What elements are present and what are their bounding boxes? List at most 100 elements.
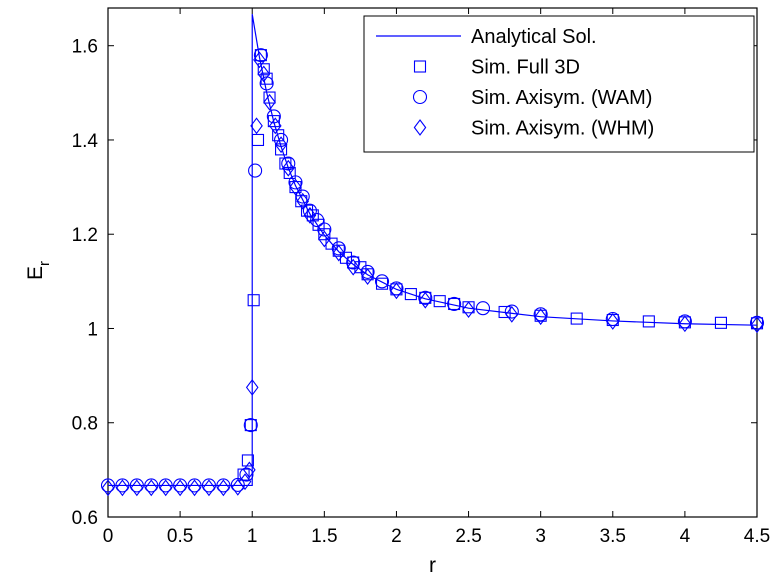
data-point	[346, 255, 361, 270]
data-point	[253, 51, 266, 69]
data-point	[678, 315, 692, 333]
data-point	[504, 304, 519, 319]
data-point	[159, 479, 173, 497]
data-point	[101, 479, 115, 497]
data-point	[317, 222, 332, 237]
data-point	[347, 256, 360, 269]
legend-entry: Sim. Full 3D	[413, 57, 580, 79]
legend-entry: Sim. Axisym. (WHM)	[413, 118, 654, 140]
data-point	[100, 478, 116, 493]
data-point	[606, 312, 620, 330]
data-point	[266, 109, 281, 124]
data-point	[498, 305, 511, 319]
series-2	[100, 48, 765, 493]
data-point	[302, 203, 317, 218]
x-tick-label: 0.5	[167, 526, 193, 547]
data-point	[257, 63, 270, 76]
data-point	[296, 192, 310, 210]
data-point	[404, 288, 417, 301]
data-point	[750, 316, 764, 334]
legend-label: Analytical Sol.	[471, 26, 597, 48]
data-point	[263, 91, 276, 104]
x-tick-label: 2	[391, 526, 402, 547]
data-point	[354, 261, 367, 274]
data-point	[144, 479, 158, 497]
data-point	[361, 268, 374, 286]
data-point	[202, 479, 216, 497]
legend-label: Sim. Full 3D	[471, 57, 580, 79]
data-point	[268, 117, 282, 135]
legend-entry: Sim. Axisym. (WAM)	[412, 87, 652, 109]
x-tick-label: 1	[247, 526, 258, 547]
x-tick-label: 4.5	[744, 526, 770, 547]
data-point	[245, 378, 259, 396]
data-point	[274, 132, 289, 148]
x-axis-label: r	[429, 554, 436, 577]
x-tick-label: 3	[535, 526, 546, 547]
data-point	[281, 156, 296, 171]
data-point	[418, 290, 433, 305]
data-point	[173, 479, 187, 497]
legend-marker	[412, 89, 428, 105]
data-point	[346, 258, 360, 276]
x-tick-label: 1.5	[311, 526, 337, 547]
legend-label: Sim. Axisym. (WHM)	[471, 118, 654, 140]
data-point	[130, 479, 144, 497]
y-axis-label: Er	[24, 261, 53, 280]
data-point	[534, 308, 547, 326]
data-point	[216, 478, 231, 493]
data-point	[173, 478, 188, 493]
data-point	[390, 282, 403, 300]
data-point	[462, 301, 475, 319]
legend-marker	[413, 60, 427, 73]
data-point	[433, 295, 446, 308]
data-point	[243, 418, 258, 433]
y-tick-label: 1	[87, 319, 98, 340]
data-point	[418, 291, 432, 309]
y-tick-label: 1.2	[72, 225, 98, 246]
data-point	[570, 312, 583, 325]
legend-label: Sim. Axisym. (WAM)	[471, 87, 652, 109]
data-point	[201, 478, 217, 493]
data-point	[254, 49, 267, 62]
data-point	[295, 189, 310, 204]
data-point	[158, 478, 173, 493]
data-point	[239, 467, 254, 482]
data-point	[289, 178, 302, 196]
data-point	[505, 305, 519, 323]
data-point	[251, 133, 265, 147]
y-axis-label-main: E	[24, 266, 47, 280]
data-point	[238, 473, 252, 491]
data-point	[448, 297, 461, 311]
y-tick-label: 0.6	[72, 508, 98, 529]
data-point	[475, 301, 491, 316]
x-tick-label: 4	[680, 526, 691, 547]
data-point	[250, 117, 263, 135]
svg-text:Er: Er	[24, 261, 53, 280]
data-point	[267, 115, 280, 128]
data-point	[318, 228, 331, 241]
data-point	[374, 274, 390, 289]
legend: Analytical Sol. Sim. Full 3D Sim. Axisym. …	[363, 15, 755, 153]
legend-marker	[413, 119, 427, 136]
data-point	[389, 281, 404, 296]
data-point	[217, 479, 230, 497]
data-point	[331, 241, 346, 256]
series-3	[101, 51, 764, 497]
data-point	[247, 294, 260, 307]
data-point	[303, 206, 317, 224]
data-point	[116, 479, 129, 497]
x-tick-label: 2.5	[455, 526, 481, 547]
data-point	[310, 213, 325, 228]
data-point	[241, 454, 254, 467]
data-point	[288, 175, 303, 190]
y-tick-label: 1.4	[72, 131, 99, 152]
data-point	[187, 478, 202, 493]
series-layer	[100, 14, 765, 497]
data-point	[360, 264, 375, 279]
data-point	[129, 478, 144, 493]
data-point	[642, 315, 655, 328]
data-point	[605, 312, 620, 327]
data-point	[318, 230, 331, 248]
